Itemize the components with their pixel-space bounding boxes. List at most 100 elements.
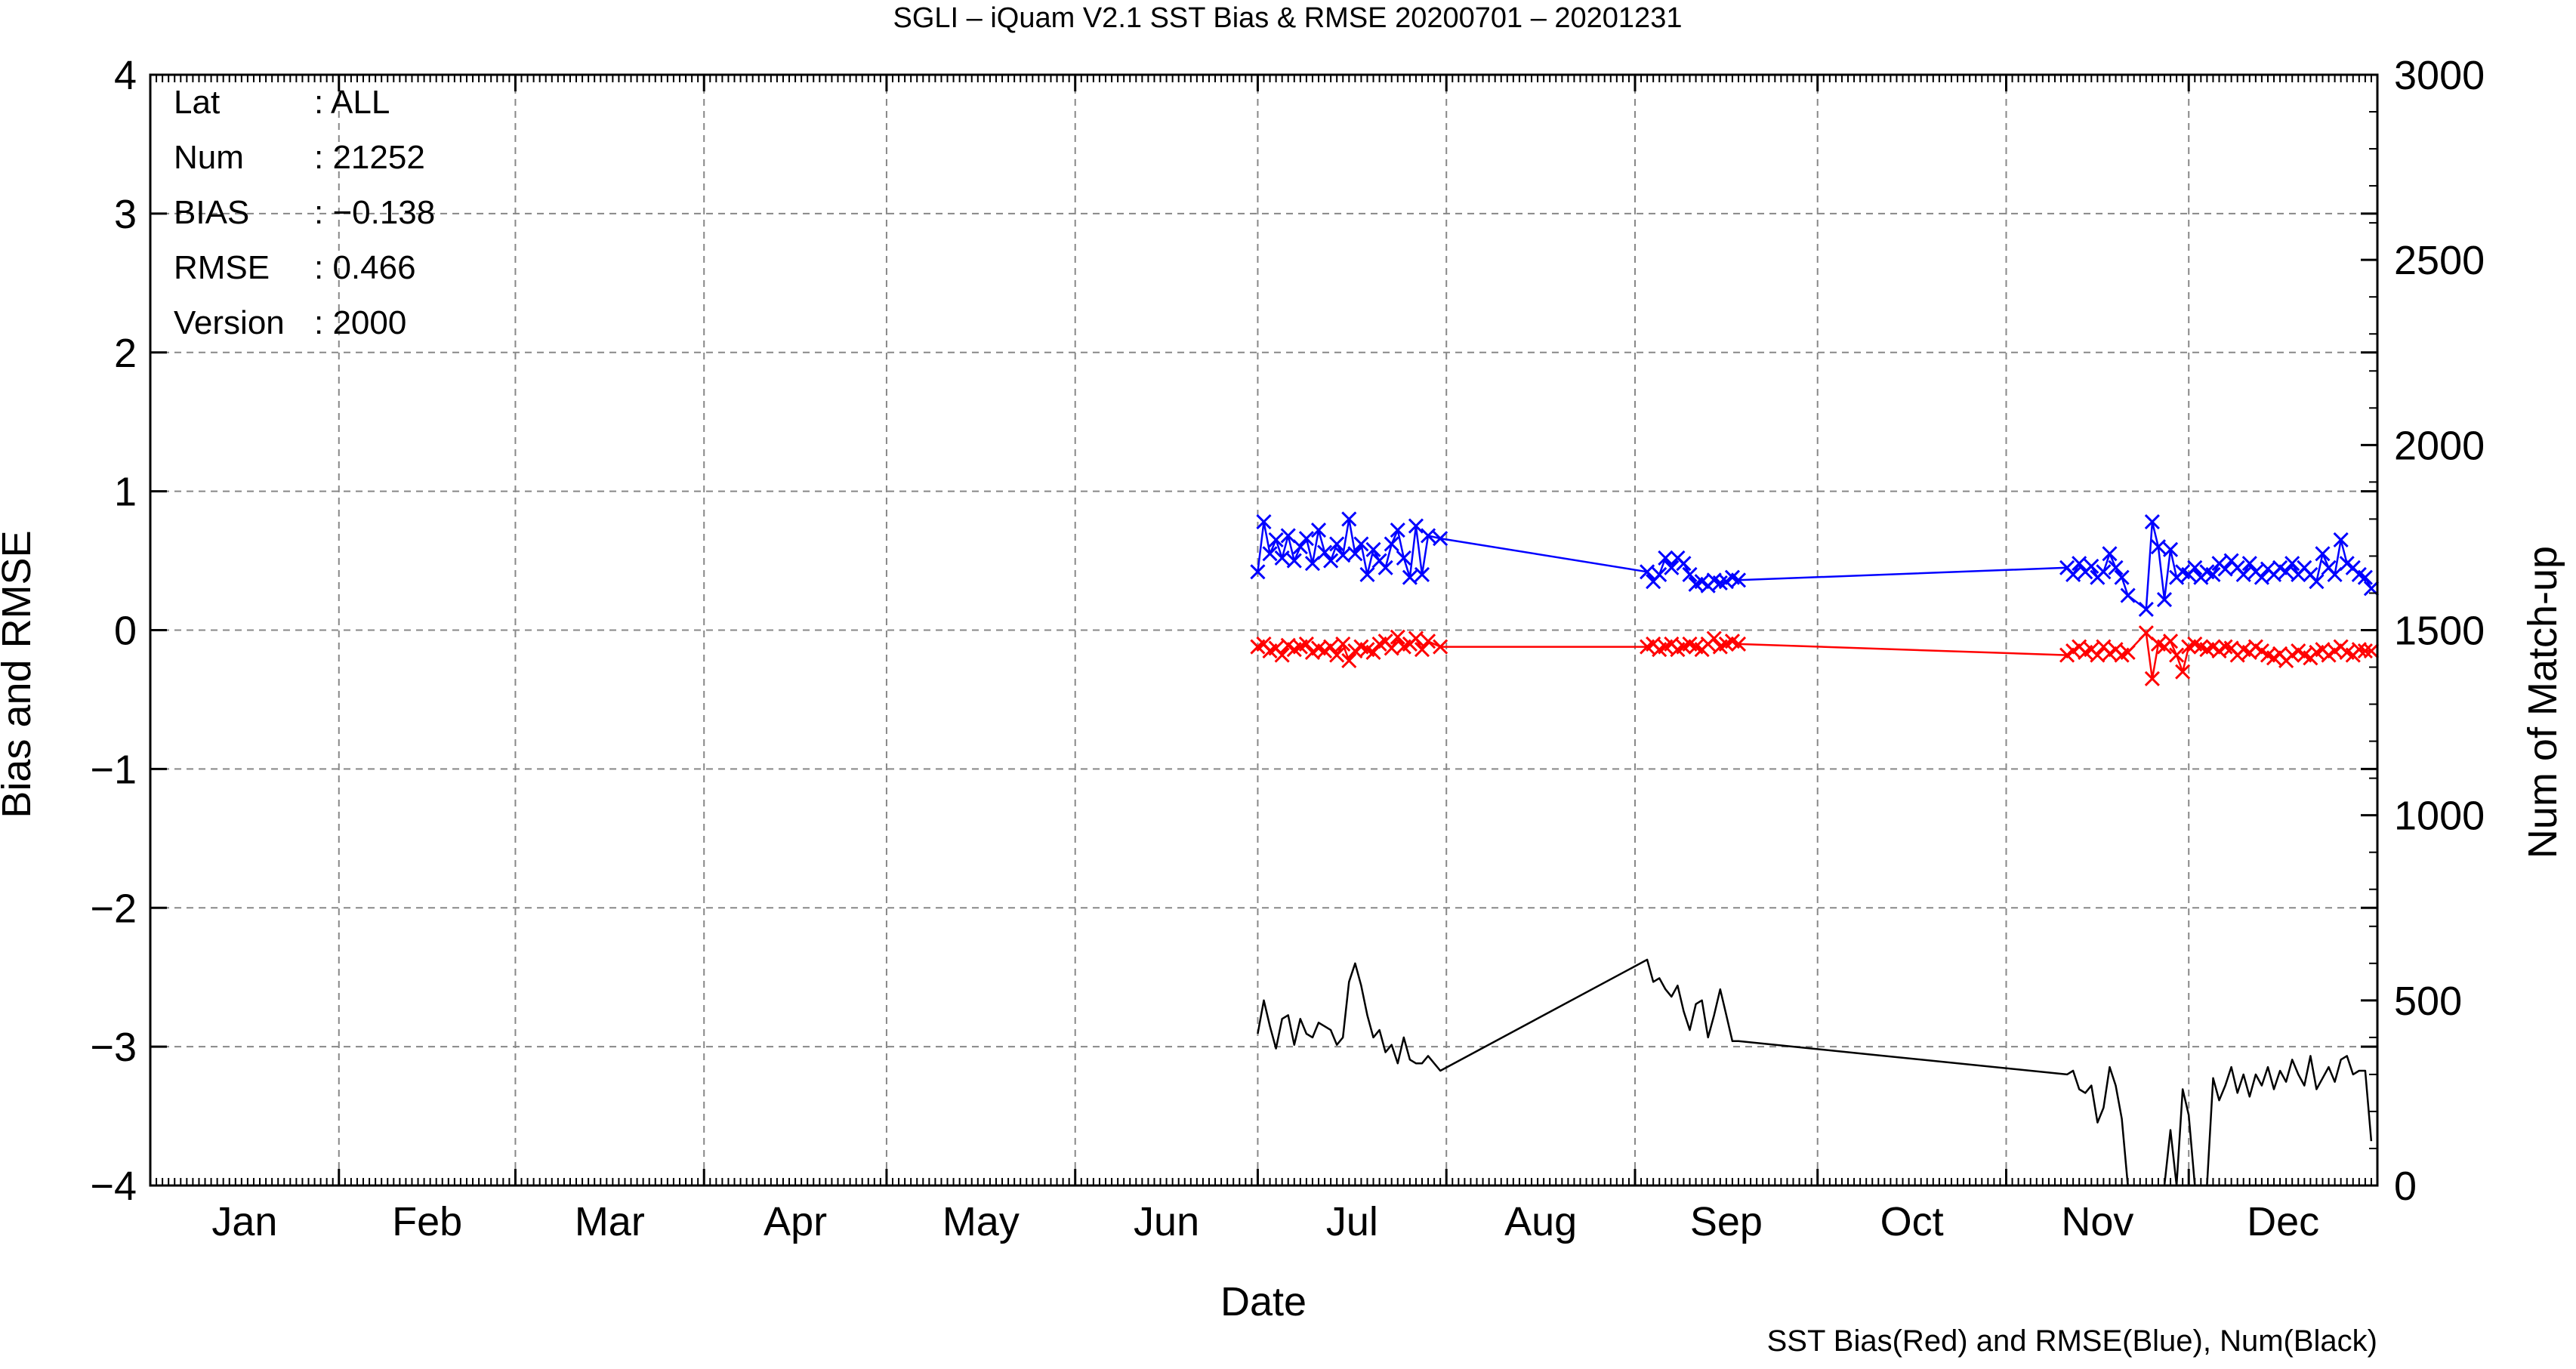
x-tick-label: Dec — [2247, 1199, 2319, 1244]
info-key-bias: BIAS — [174, 194, 249, 231]
y-right-tick-label: 2000 — [2394, 423, 2485, 468]
data-point-marker — [2357, 569, 2373, 585]
data-point-marker — [1730, 572, 1747, 588]
series-rmse — [1250, 511, 2380, 617]
data-point-marker — [2090, 647, 2106, 663]
data-point-marker — [1652, 566, 1667, 583]
y-axis-label-left: Bias and RMSE — [0, 530, 39, 818]
y-right-tick-label: 1500 — [2394, 609, 2485, 654]
data-point-marker — [2333, 532, 2349, 548]
y-left-tick-label: 2 — [114, 331, 137, 376]
x-tick-label: Apr — [764, 1199, 827, 1244]
data-point-marker — [1268, 532, 1284, 548]
data-point-marker — [2217, 561, 2233, 577]
data-point-marker — [2138, 601, 2154, 617]
data-point-marker — [1706, 631, 1722, 646]
data-point-marker — [1298, 531, 1314, 547]
data-point-marker — [2254, 569, 2269, 585]
y-left-tick-label: 0 — [114, 609, 137, 654]
data-point-marker — [1396, 550, 1411, 566]
data-point-marker — [1304, 556, 1321, 572]
data-point-marker — [1414, 566, 1430, 583]
y-axis-label-right: Num of Match-up — [2520, 546, 2565, 859]
data-point-marker — [1402, 569, 1418, 585]
data-point-marker — [1676, 556, 1692, 572]
info-key-version: Version — [174, 304, 285, 341]
x-tick-label: Feb — [392, 1199, 462, 1244]
data-point-marker — [1384, 536, 1399, 552]
data-point-marker — [2315, 546, 2331, 562]
data-point-marker — [1365, 644, 1381, 660]
data-point-marker — [1640, 564, 1655, 580]
data-point-marker — [1286, 553, 1302, 569]
y-left-tick-label: −1 — [90, 747, 137, 792]
y-left-tick-label: −3 — [90, 1025, 137, 1070]
data-point-marker — [1323, 553, 1339, 569]
info-value-num: : 21252 — [314, 139, 425, 176]
data-point-marker — [1341, 652, 1357, 669]
data-point-marker — [2309, 574, 2325, 590]
series-num — [1257, 958, 2373, 1187]
y-right-tick-label: 1000 — [2394, 794, 2485, 839]
y-right-tick-label: 3000 — [2394, 53, 2485, 98]
x-tick-label: Jan — [211, 1199, 277, 1244]
data-point-marker — [2096, 564, 2112, 580]
data-point-marker — [2205, 566, 2221, 583]
series-line — [1257, 631, 2371, 680]
data-point-marker — [2327, 566, 2343, 583]
chart-title: SGLI – iQuam V2.1 SST Bias & RMSE 202007… — [893, 2, 1683, 34]
data-point-marker — [1274, 647, 1290, 663]
info-value-lat: : ALL — [314, 84, 390, 121]
x-tick-label: Oct — [1880, 1199, 1944, 1244]
data-point-marker — [2138, 625, 2154, 641]
series-bias — [1250, 625, 2380, 686]
data-point-marker — [2144, 514, 2160, 530]
data-point-marker — [2187, 560, 2203, 575]
data-point-marker — [2278, 564, 2294, 580]
data-point-marker — [2150, 539, 2166, 555]
stats-info-box: Lat : ALL Num : 21252 BIAS : −0.138 RMSE : 0.46… — [174, 84, 435, 341]
tick-labels: 4 3 2 1 0 −1 −2 −3 −4 3000 2500 2000 1500 1000 500 0 Jan… — [90, 53, 2485, 1244]
data-point-marker — [1420, 528, 1436, 544]
info-key-rmse: RMSE — [174, 249, 270, 286]
data-point-marker — [1347, 546, 1363, 562]
data-point-marker — [1335, 636, 1351, 652]
data-point-marker — [2065, 566, 2081, 583]
x-tick-label: Jun — [1134, 1199, 1199, 1244]
data-point-marker — [2284, 556, 2300, 572]
y-left-tick-label: −2 — [90, 886, 137, 931]
info-value-bias: : −0.138 — [314, 194, 435, 231]
tick-marks — [149, 73, 2379, 1187]
data-point-marker — [1250, 564, 1266, 580]
data-point-marker — [1664, 560, 1680, 575]
data-point-marker — [1384, 640, 1399, 656]
data-point-marker — [1341, 511, 1357, 527]
info-key-lat: Lat — [174, 84, 220, 121]
x-axis-label: Date — [1220, 1279, 1307, 1324]
data-point-marker — [1390, 629, 1405, 645]
data-point-marker — [1329, 536, 1345, 552]
grid-lines — [150, 75, 2377, 1186]
data-point-marker — [2072, 556, 2087, 572]
data-point-marker — [1359, 566, 1375, 583]
data-point-marker — [1408, 518, 1424, 534]
y-left-tick-label: 3 — [114, 192, 137, 237]
y-right-tick-label: 0 — [2394, 1164, 2417, 1209]
data-point-marker — [2175, 664, 2191, 680]
data-point-marker — [1298, 636, 1314, 652]
x-tick-label: Aug — [1504, 1199, 1577, 1244]
chart-footnote: SST Bias(Red) and RMSE(Blue), Num(Black) — [1767, 1324, 2377, 1358]
data-point-marker — [2120, 587, 2136, 603]
data-point-marker — [1292, 539, 1308, 555]
data-point-marker — [1329, 647, 1345, 663]
info-value-rmse: : 0.466 — [314, 249, 416, 286]
data-point-marker — [1280, 528, 1296, 544]
data-point-marker — [1390, 523, 1405, 538]
info-key-num: Num — [174, 139, 244, 176]
data-point-marker — [1335, 547, 1351, 563]
data-point-marker — [1730, 636, 1747, 652]
data-point-marker — [1414, 642, 1430, 658]
data-point-marker — [1433, 531, 1448, 547]
info-value-version: : 2000 — [314, 304, 406, 341]
